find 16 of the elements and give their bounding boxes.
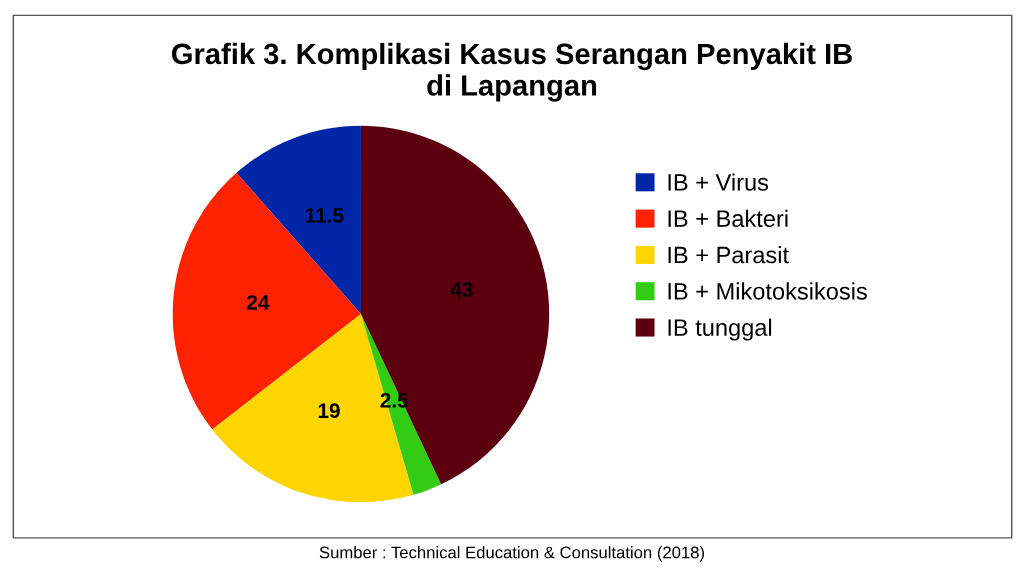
- legend-label: IB + Mikotoksikosis: [668, 282, 867, 300]
- pie-slice: [172, 172, 361, 430]
- chart-title: Grafik 3. Komplikasi Kasus Serangan Penyakit IB di Lapangan: [172, 42, 852, 102]
- legend-label: IB + Parasit: [668, 246, 789, 264]
- pie-slice: [236, 125, 361, 315]
- data-label: 43: [450, 282, 473, 298]
- data-label: 11.5: [305, 208, 344, 223]
- legend-label: IB + Virus: [668, 173, 769, 191]
- data-label: 24: [247, 295, 270, 310]
- text: Sumber : Technical Education & Consultation (2018): [319, 546, 704, 562]
- legend-label: IB tunggal: [668, 318, 772, 341]
- legend-label: IB + Bakteri: [668, 209, 788, 228]
- pie-slice: [360, 314, 442, 495]
- pie-slice: [360, 125, 550, 485]
- data-label: 19: [318, 403, 340, 419]
- pie-slice: [212, 314, 414, 503]
